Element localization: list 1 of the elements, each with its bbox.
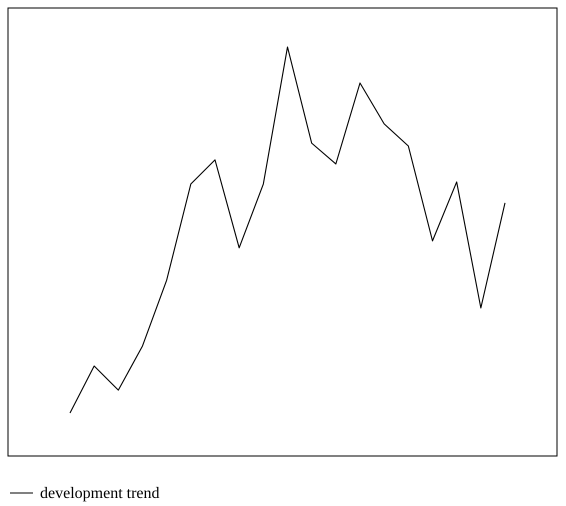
legend-label: development trend (40, 485, 160, 502)
